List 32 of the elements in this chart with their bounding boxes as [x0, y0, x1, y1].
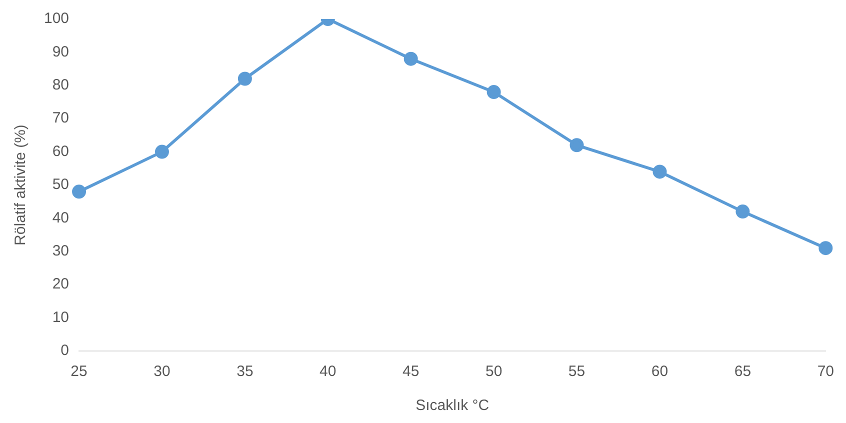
y-tick-label: 20: [52, 276, 70, 293]
point: [238, 72, 252, 86]
point: [570, 138, 584, 152]
x-tick-label: 30: [154, 363, 170, 380]
point: [486, 85, 501, 100]
y-tick-label: 70: [52, 110, 70, 127]
point: [404, 52, 418, 66]
y-tick-label: 50: [52, 176, 70, 194]
y-axis-title: Rölatif aktivite (%): [12, 124, 30, 246]
x-tick-label: 60: [651, 363, 668, 380]
y-tick-label: 10: [52, 308, 70, 326]
x-tick-label: 55: [568, 363, 586, 380]
x-tick-label: 45: [402, 363, 420, 380]
y-tick-label: 30: [52, 242, 70, 260]
x-tick-label: 35: [236, 363, 254, 380]
point: [652, 164, 667, 179]
x-tick-label: 65: [734, 363, 752, 380]
y-tick-label: 40: [52, 209, 70, 226]
y-tick-label: 60: [52, 142, 70, 160]
point: [154, 144, 169, 159]
y-tick-label: 100: [44, 10, 70, 28]
y-tick-label: 80: [52, 76, 70, 94]
y-tick-label: 90: [52, 43, 70, 60]
x-axis-title: Sıcaklık °C: [416, 397, 490, 414]
y-tick-label: 0: [60, 342, 70, 360]
x-tick-label: 25: [70, 363, 88, 380]
x-tick-label: 70: [817, 363, 834, 380]
x-tick-label: 40: [320, 363, 336, 380]
point: [72, 184, 86, 199]
point: [818, 241, 833, 256]
point: [736, 204, 750, 219]
x-tick-label: 50: [485, 363, 502, 380]
